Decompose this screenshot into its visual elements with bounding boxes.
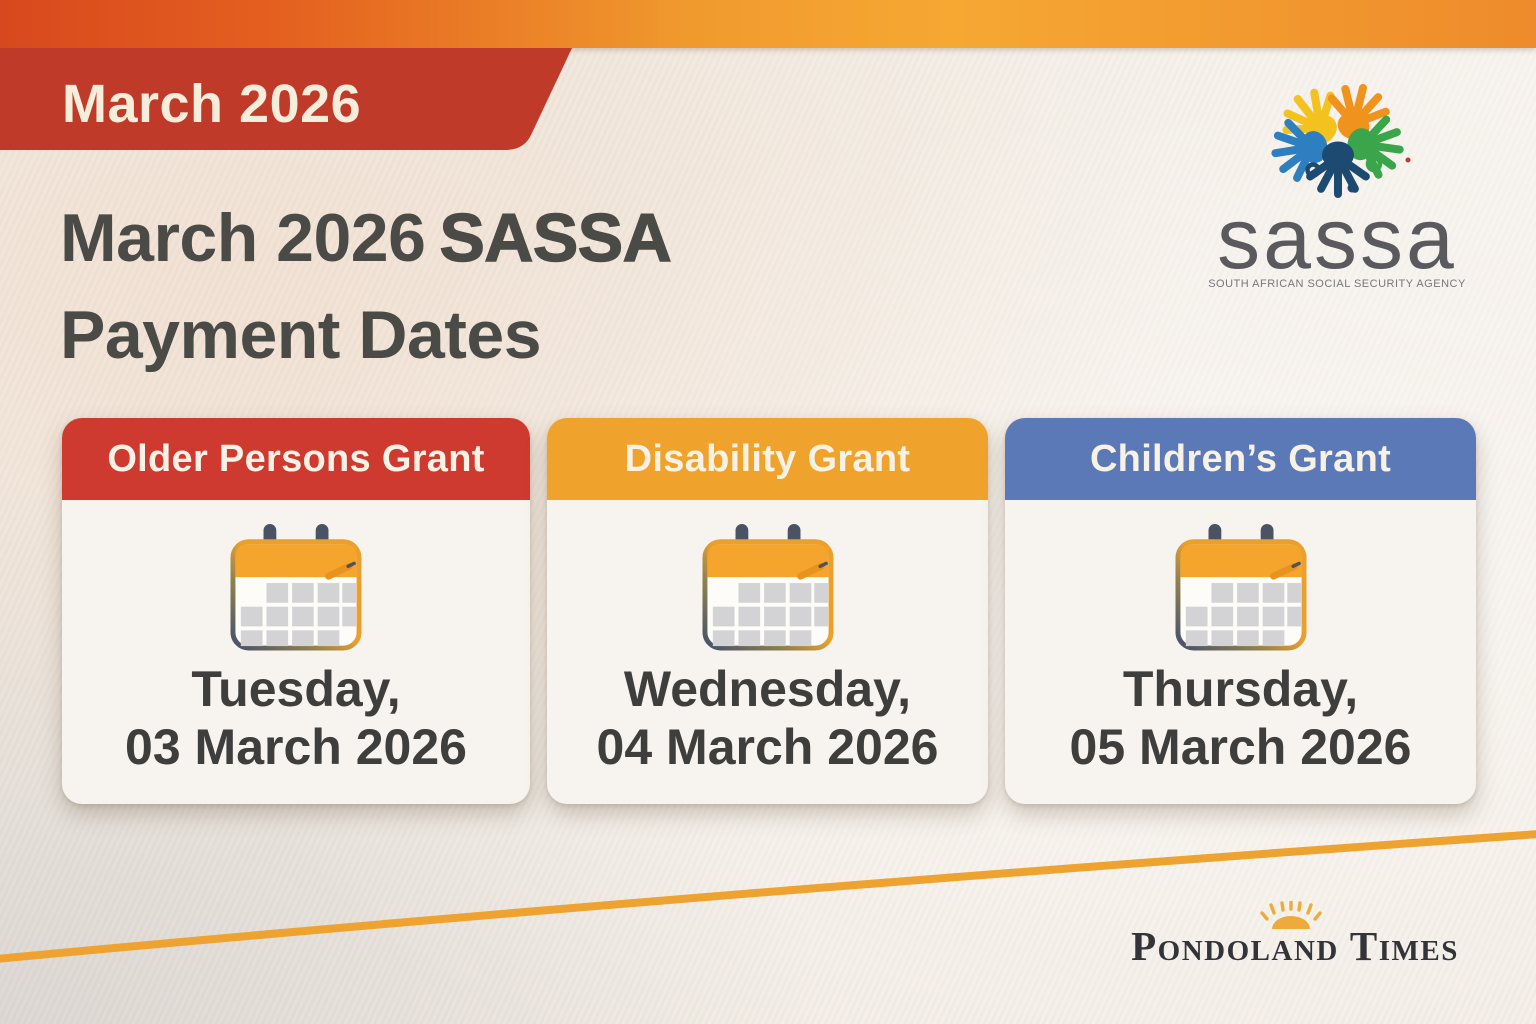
card-disability-grant: Disability Grant Wednesday, 04 March 202…	[547, 418, 988, 804]
sassa-hands-logo	[1266, 75, 1411, 198]
calendar-icon	[1172, 522, 1310, 652]
page-title-line1: March 2026 SASSA	[60, 190, 673, 287]
card-header: Children’s Grant	[1005, 418, 1476, 500]
card-older-persons-grant: Older Persons Grant Tuesday, 03 March 20…	[62, 418, 530, 804]
top-gradient-band	[0, 0, 1536, 48]
payment-day: Thursday,	[1122, 661, 1359, 717]
page-title-emphasis: SASSA	[439, 199, 673, 276]
payment-date: Wednesday, 04 March 2026	[597, 660, 939, 776]
page-title-prefix: March 2026	[60, 200, 426, 276]
card-body: Wednesday, 04 March 2026	[547, 500, 988, 804]
sassa-wordmark: sassa	[1217, 191, 1457, 287]
payment-date: Thursday, 05 March 2026	[1070, 660, 1412, 776]
sassa-tagline: SOUTH AFRICAN SOCIAL SECURITY AGENCY	[1208, 278, 1466, 290]
card-body: Thursday, 05 March 2026	[1005, 500, 1476, 804]
payment-day: Wednesday,	[623, 661, 912, 717]
page-title: March 2026 SASSA Payment Dates	[60, 190, 673, 384]
calendar-icon	[227, 522, 365, 652]
payment-day: Tuesday,	[191, 661, 401, 717]
payment-date-full: 04 March 2026	[596, 719, 939, 775]
payment-date: Tuesday, 03 March 2026	[125, 660, 467, 776]
payment-date-full: 03 March 2026	[125, 719, 467, 775]
card-header: Disability Grant	[547, 418, 988, 500]
calendar-icon	[699, 522, 837, 652]
publisher-logo-text: Pondoland Times	[1131, 923, 1459, 969]
card-header: Older Persons Grant	[62, 418, 530, 500]
month-ribbon-label: March 2026	[62, 74, 362, 134]
page-title-line2: Payment Dates	[60, 297, 542, 373]
payment-date-full: 05 March 2026	[1069, 719, 1412, 775]
month-ribbon-shape	[0, 48, 572, 150]
card-body: Tuesday, 03 March 2026	[62, 500, 530, 804]
sunrise-crown-icon	[1260, 901, 1322, 929]
card-childrens-grant: Children’s Grant Thursday, 05 March 2026	[1005, 418, 1476, 804]
